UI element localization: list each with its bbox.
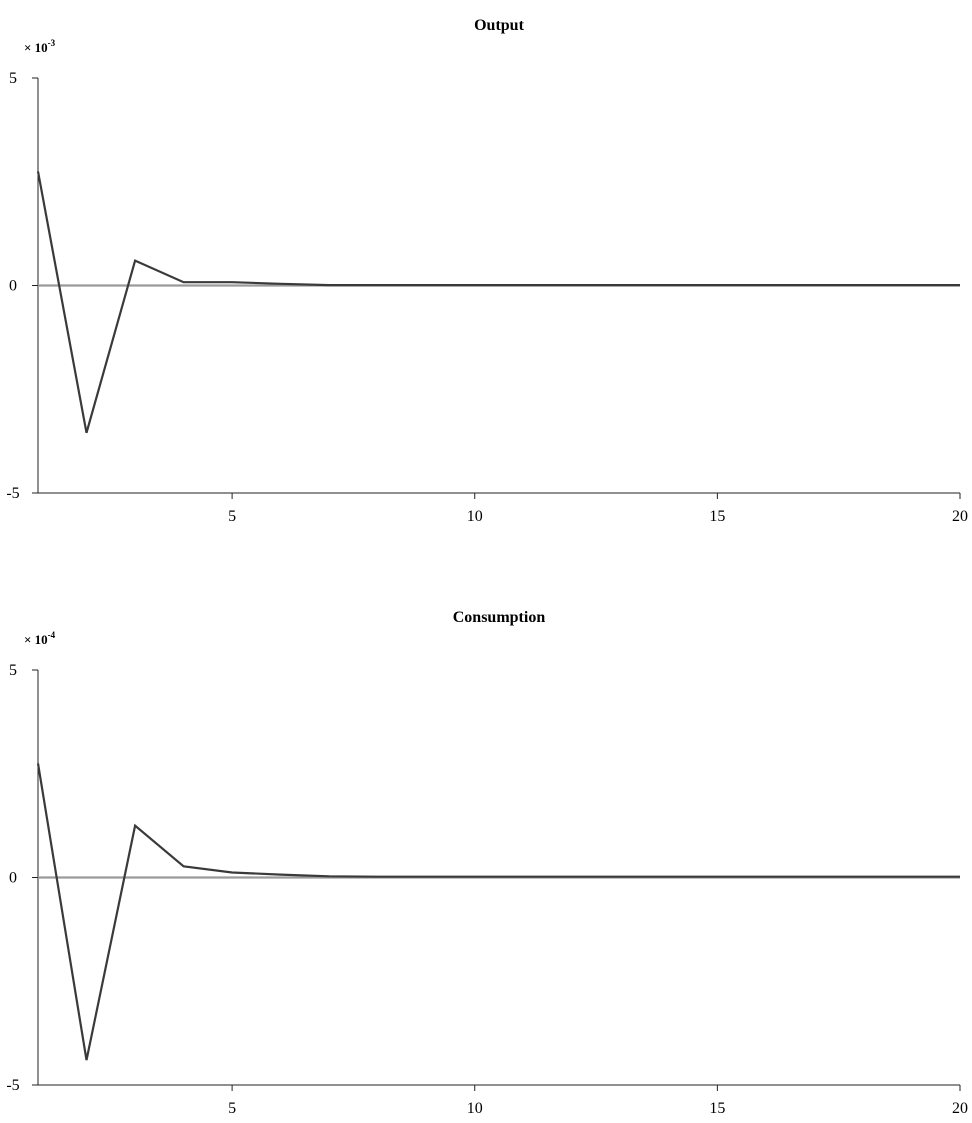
x-tick-label: 20: [952, 1100, 968, 1117]
y-tick-label: 5: [9, 662, 17, 679]
y-tick-label: 0: [9, 278, 17, 295]
y-tick-label: 0: [9, 870, 17, 887]
x-tick-label: 10: [467, 1100, 483, 1117]
panel-consumption: Consumption × 10-4 5 0 -5 5 10 15 20: [6, 609, 968, 1117]
x-tick-label: 5: [228, 508, 236, 525]
chart-title: Consumption: [453, 609, 546, 626]
y-multiplier-label: × 10-4: [24, 630, 56, 647]
chart-title: Output: [474, 17, 524, 34]
y-tick-label: 5: [9, 70, 17, 87]
x-tick-label: 10: [467, 508, 483, 525]
y-multiplier-base: × 10: [24, 40, 48, 55]
y-multiplier-exponent: -3: [48, 38, 56, 48]
x-tick-label: 15: [709, 508, 725, 525]
x-tick-label: 5: [228, 1100, 236, 1117]
panel-output: Output × 10-3 5 0 -5 5 10 15 20: [6, 17, 968, 525]
y-tick-label: -5: [6, 485, 19, 502]
y-tick-label: -5: [6, 1077, 19, 1094]
series-line: [36, 763, 960, 1061]
y-multiplier-label: × 10-3: [24, 38, 56, 55]
y-multiplier-exponent: -4: [48, 630, 56, 640]
x-tick-label: 15: [709, 1100, 725, 1117]
x-tick-label: 20: [952, 508, 968, 525]
series-line: [36, 171, 960, 434]
y-multiplier-base: × 10: [24, 632, 48, 647]
